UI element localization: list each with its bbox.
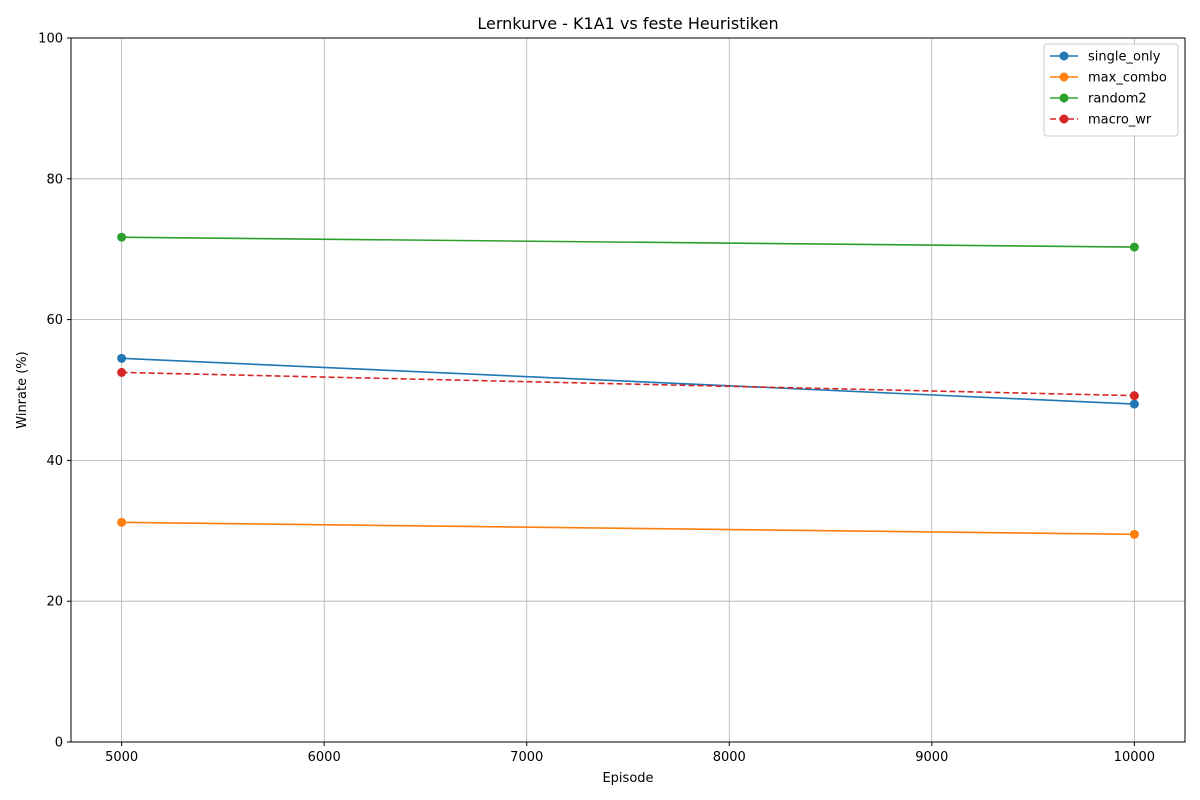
chart-title: Lernkurve - K1A1 vs feste Heuristiken — [477, 14, 778, 33]
y-tick-label: 100 — [38, 32, 63, 47]
x-tick-label: 9000 — [915, 750, 948, 765]
y-tick-label: 60 — [46, 313, 63, 328]
data-point-random2 — [1129, 242, 1139, 252]
series-line-single_only — [121, 357, 1135, 405]
plot-frame — [70, 37, 1186, 743]
series-line-macro_wr — [121, 371, 1135, 397]
data-point-single_only — [117, 353, 127, 363]
data-point-random2 — [117, 232, 127, 242]
legend-marker-max_combo — [1059, 72, 1069, 82]
legend-label-macro_wr: macro_wr — [1088, 113, 1152, 128]
y-tick-label: 40 — [46, 454, 63, 469]
x-axis-label: Episode — [602, 771, 653, 786]
x-tick-label: 6000 — [308, 750, 341, 765]
legend-marker-single_only — [1059, 51, 1069, 61]
y-tick-label: 80 — [46, 172, 63, 187]
series-layer — [117, 232, 1139, 539]
series-line-random2 — [121, 236, 1135, 248]
legend-label-single_only: single_only — [1088, 50, 1161, 65]
legend-box — [1043, 43, 1179, 137]
ticks: 5000 6000 7000 8000 9000 10000 0 20 40 60 80 100 — [38, 32, 1155, 766]
x-tick-label: 5000 — [105, 750, 138, 765]
series-line-max_combo — [121, 521, 1135, 536]
legend-marker-random2 — [1059, 93, 1069, 103]
x-tick-label: 7000 — [510, 750, 543, 765]
y-tick-label: 20 — [46, 595, 63, 610]
y-axis-label: Winrate (%) — [15, 351, 30, 428]
legend-marker-macro_wr — [1059, 114, 1069, 124]
data-point-max_combo — [117, 517, 127, 527]
x-tick-label: 8000 — [713, 750, 746, 765]
data-point-max_combo — [1129, 529, 1139, 539]
data-point-macro_wr — [117, 367, 127, 377]
legend-label-random2: random2 — [1088, 92, 1147, 107]
data-point-single_only — [1129, 399, 1139, 409]
x-tick-label: 10000 — [1114, 750, 1155, 765]
y-tick-label: 0 — [55, 736, 63, 751]
legend: single_only max_combo random2 macro_wr — [1043, 43, 1179, 137]
data-point-macro_wr — [1129, 391, 1139, 401]
legend-label-max_combo: max_combo — [1088, 71, 1167, 86]
